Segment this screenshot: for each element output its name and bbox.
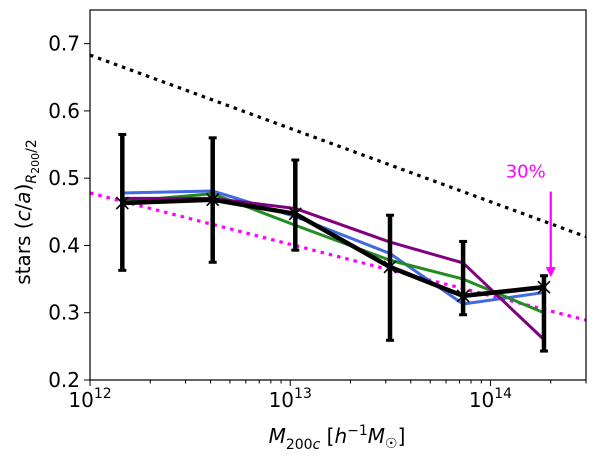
annotation-arrow-head (545, 267, 556, 278)
x-marker (383, 260, 397, 274)
y-tick-label: 0.5 (48, 166, 80, 190)
y-axis-label: stars (c/a)R200/2 (11, 139, 42, 285)
x-marker (115, 196, 129, 210)
series-line-3 (122, 197, 545, 299)
x-marker (456, 289, 470, 303)
errorbar-layer (118, 132, 548, 353)
x-tick-label: 1014 (469, 386, 512, 412)
marker-layer (115, 193, 551, 303)
y-tick-label: 0.4 (48, 233, 80, 257)
series-line-0 (122, 189, 545, 306)
plot-frame (89, 9, 587, 381)
series-line-2 (122, 196, 545, 341)
y-axis: 0.2 0.3 0.4 0.5 0.6 0.7 (48, 32, 90, 392)
annotation-layer: 30% (506, 162, 556, 278)
series-layer (90, 53, 586, 341)
x-tick-label: 1012 (68, 386, 111, 412)
dotted-line-1 (90, 191, 586, 322)
y-tick-label: 0.3 (48, 301, 80, 325)
x-axis: 1012 1013 1014 (68, 380, 587, 412)
x-marker (288, 207, 302, 221)
x-marker (537, 280, 551, 294)
y-tick-label: 0.7 (48, 32, 80, 56)
x-marker (206, 193, 220, 207)
x-tick-label: 1013 (269, 386, 312, 412)
x-axis-label: M200c [h−1M☉] (269, 423, 406, 453)
y-tick-label: 0.2 (48, 368, 80, 392)
y-tick-label: 0.6 (48, 99, 80, 123)
dotted-line-0 (90, 53, 586, 239)
annotation-label: 30% (506, 162, 546, 183)
